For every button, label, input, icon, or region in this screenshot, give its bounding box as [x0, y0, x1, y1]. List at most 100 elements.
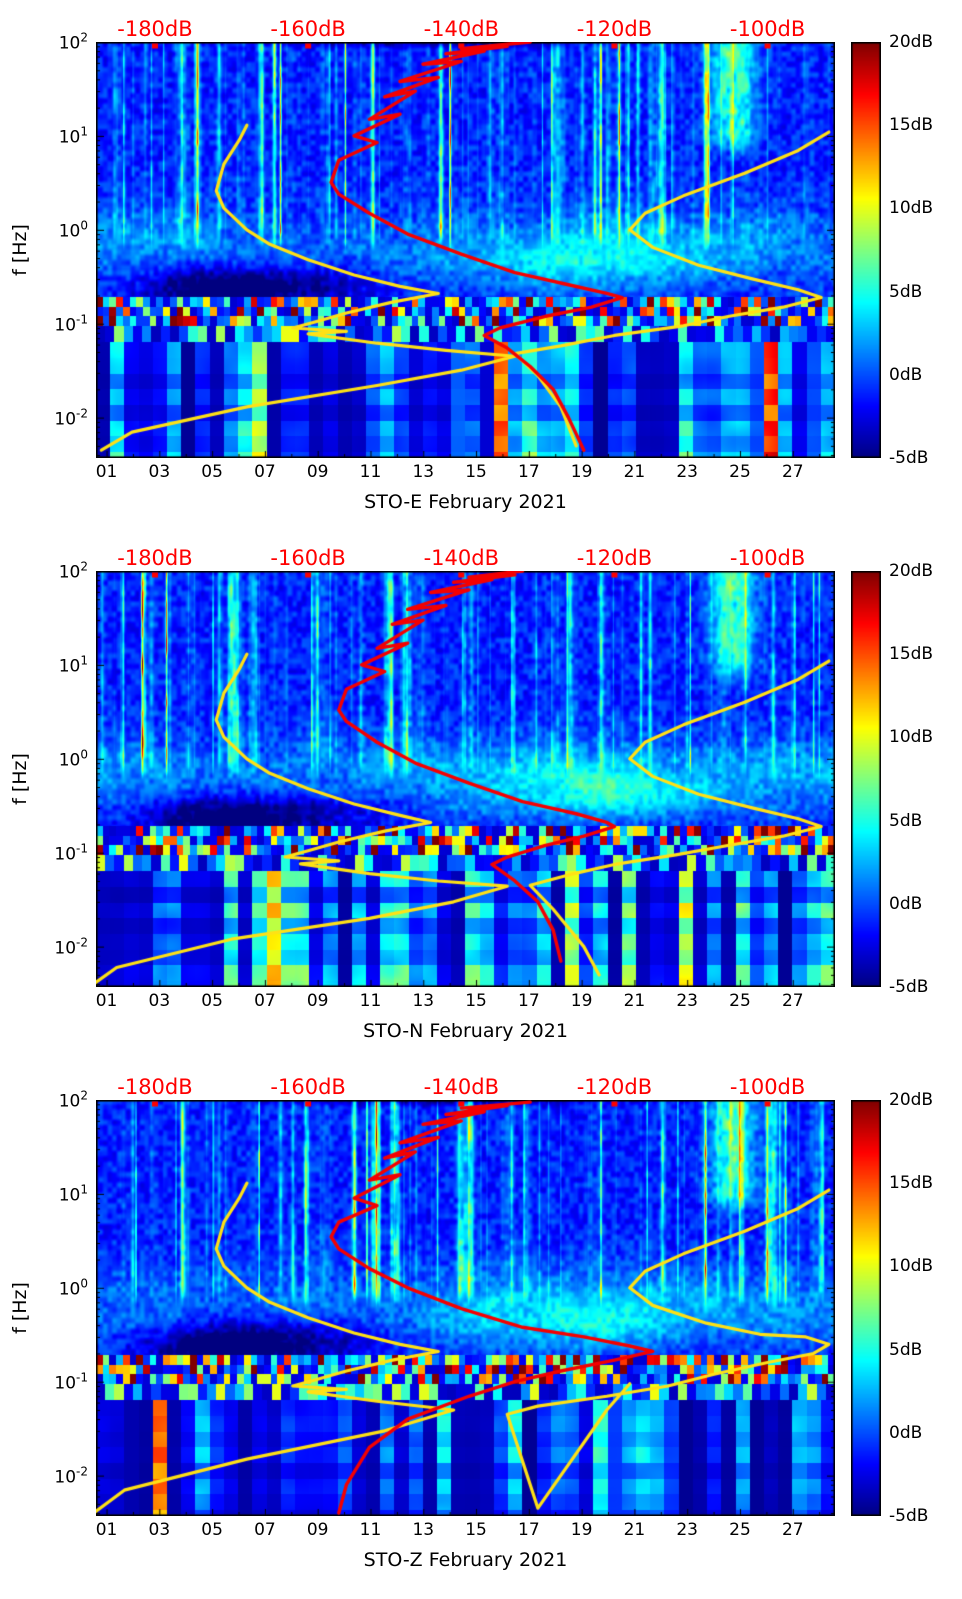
x-tick-label: 05 [201, 462, 223, 482]
x-tick-label: 09 [306, 462, 329, 482]
x-tick-labels: 01 03 05 07 09 11 13 15 17 19 21 23 25 27 [96, 987, 835, 1013]
panel-title-z: STO-Z February 2021 [363, 1549, 568, 1571]
spectrogram-panel-n: -180dB -160dB -140dB -120dB -100dB f [Hz] 10… [0, 537, 962, 1050]
x-tick-label: 13 [412, 991, 435, 1011]
colorbar-tick-labels: 20dB 15dB 10dB 5dB 0dB -5dB [881, 1090, 962, 1526]
x-tick-label: 15 [465, 991, 487, 1011]
y-tick-label: 10-2 [54, 406, 88, 429]
x-tick-label: 21 [623, 1520, 646, 1540]
panel-title-n: STO-N February 2021 [363, 1020, 568, 1042]
top-db-tick-label: -180dB [117, 1075, 193, 1099]
colorbar-n [851, 571, 881, 987]
x-tick-label: 13 [412, 462, 435, 482]
x-tick-label: 19 [570, 462, 593, 482]
x-tick-label: 19 [570, 991, 593, 1011]
colorbar-tick-label: -5dB [889, 977, 929, 997]
top-db-tick-label: -140dB [423, 17, 499, 41]
top-db-tick-label: -100dB [729, 1075, 806, 1099]
x-tick-label: 25 [729, 1520, 751, 1540]
x-tick-label: 05 [201, 991, 223, 1011]
y-axis-label: f [Hz] [9, 1282, 31, 1334]
top-db-axis: -180dB -160dB -140dB -120dB -100dB [96, 1066, 835, 1100]
y-axis-label: f [Hz] [9, 753, 31, 805]
colorbar-tick-label: 0dB [889, 364, 923, 385]
x-tick-label: 09 [306, 991, 329, 1011]
x-tick-label: 01 [95, 1520, 118, 1540]
x-tick-label: 01 [95, 991, 118, 1011]
top-db-tick-label: -120dB [576, 1075, 653, 1099]
x-tick-label: 03 [148, 1520, 171, 1540]
x-tick-label: 27 [781, 991, 804, 1011]
colorbar-z [851, 1100, 881, 1516]
x-tick-label: 15 [465, 462, 487, 482]
y-tick-label: 10-1 [54, 841, 88, 865]
x-tick-label: 09 [306, 1520, 329, 1540]
spectrogram-panel-e: -180dB -160dB -140dB -120dB -100dB f [Hz] 10… [0, 8, 962, 521]
x-tick-label: 27 [781, 1520, 804, 1540]
figure-root: -180dB -160dB -140dB -120dB -100dB f [Hz] 10… [0, 8, 962, 1579]
colorbar-tick-labels: 20dB 15dB 10dB 5dB 0dB -5dB [881, 561, 962, 997]
colorbar-tick-label: 10dB [889, 1256, 934, 1277]
colorbar-tick-labels: 20dB 15dB 10dB 5dB 0dB -5dB [881, 32, 962, 468]
y-tick-label: 102 [58, 559, 88, 583]
x-tick-label: 17 [518, 991, 540, 1011]
y-tick-label: 101 [58, 1182, 88, 1206]
x-tick-label: 03 [148, 462, 171, 482]
top-db-tick-label: -120dB [576, 17, 653, 41]
x-tick-label: 07 [254, 991, 276, 1011]
spectrogram-heatmap-z [96, 1100, 835, 1516]
colorbar-tick-label: 5dB [889, 1339, 923, 1360]
top-db-tick-label: -140dB [423, 1075, 499, 1099]
x-tick-label: 15 [465, 1520, 487, 1540]
colorbar-tick-label: 5dB [889, 810, 923, 831]
colorbar-e [851, 42, 881, 458]
x-tick-label: 07 [254, 462, 276, 482]
top-db-tick-label: -160dB [270, 17, 346, 41]
x-tick-label: 19 [570, 1520, 593, 1540]
top-db-tick-label: -120dB [576, 546, 653, 570]
colorbar-tick-label: 15dB [889, 644, 934, 665]
top-db-tick-label: -180dB [117, 17, 193, 41]
x-tick-label: 11 [359, 991, 382, 1011]
y-tick-label: 102 [58, 1088, 88, 1112]
x-tick-labels: 01 03 05 07 09 11 13 15 17 19 21 23 25 27 [96, 458, 835, 484]
top-db-axis: -180dB -160dB -140dB -120dB -100dB [96, 8, 835, 42]
top-db-tick-label: -160dB [270, 1075, 346, 1099]
colorbar-tick-label: 10dB [889, 198, 934, 219]
colorbar-tick-label: 0dB [889, 893, 923, 914]
y-tick-label: 10-2 [54, 935, 88, 958]
colorbar-tick-label: -5dB [889, 1506, 929, 1526]
top-db-tick-label: -100dB [729, 546, 806, 570]
x-tick-label: 25 [729, 462, 751, 482]
colorbar-tick-label: 0dB [889, 1422, 923, 1443]
y-tick-label: 10-2 [54, 1464, 88, 1487]
spectrogram-heatmap-n [96, 571, 835, 987]
x-tick-label: 11 [359, 1520, 382, 1540]
y-tick-label: 100 [58, 218, 88, 242]
x-tick-label: 17 [518, 462, 540, 482]
x-tick-label: 01 [95, 462, 118, 482]
colorbar-tick-label: 20dB [889, 561, 934, 581]
top-db-tick-label: -160dB [270, 546, 346, 570]
x-tick-label: 23 [676, 1520, 699, 1540]
x-tick-label: 27 [781, 462, 804, 482]
y-tick-label: 10-1 [54, 1370, 88, 1394]
y-tick-label: 101 [58, 124, 88, 148]
colorbar-tick-label: 10dB [889, 727, 934, 748]
spectrogram-heatmap-e [96, 42, 835, 458]
top-db-tick-label: -100dB [729, 17, 806, 41]
top-db-tick-label: -140dB [423, 546, 499, 570]
x-tick-label: 23 [676, 991, 699, 1011]
panel-title-e: STO-E February 2021 [364, 491, 567, 513]
spectrogram-panel-z: -180dB -160dB -140dB -120dB -100dB f [Hz] 10… [0, 1066, 962, 1579]
x-tick-label: 23 [676, 462, 699, 482]
y-axis-area: f [Hz] 102 101 100 10-1 10-2 [0, 560, 96, 987]
y-tick-label: 10-1 [54, 312, 88, 336]
x-tick-label: 03 [148, 991, 171, 1011]
x-tick-labels: 01 03 05 07 09 11 13 15 17 19 21 23 25 27 [96, 1516, 835, 1542]
x-tick-label: 21 [623, 991, 646, 1011]
colorbar-tick-label: 15dB [889, 1173, 934, 1194]
x-tick-label: 21 [623, 462, 646, 482]
y-tick-label: 100 [58, 747, 88, 771]
y-axis-label: f [Hz] [9, 224, 31, 276]
